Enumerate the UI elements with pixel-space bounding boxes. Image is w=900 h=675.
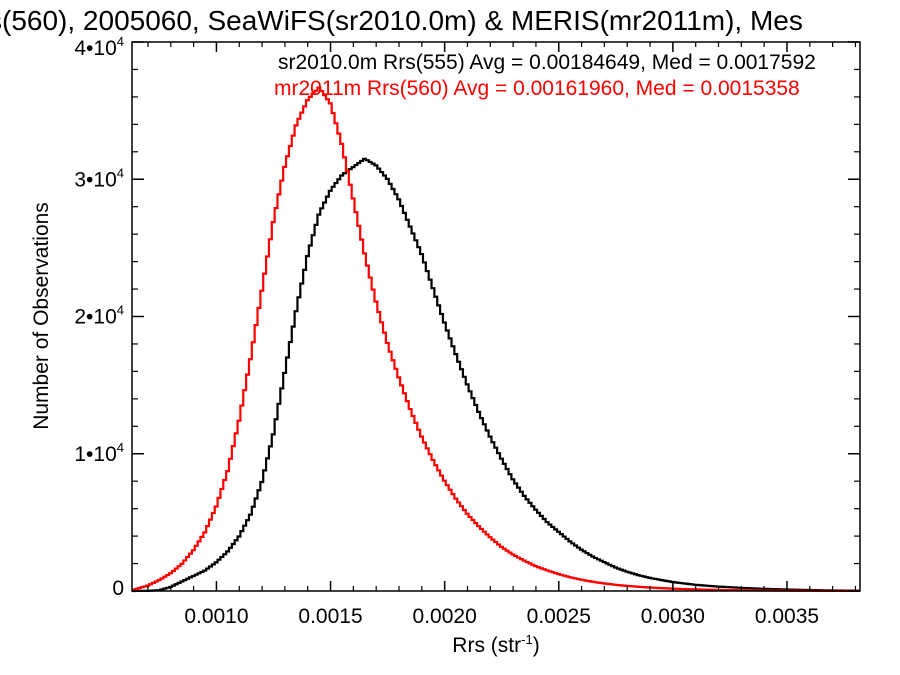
x-axis-label-superscript: -1 <box>521 632 533 647</box>
legend-entry-0: sr2010.0m Rrs(555) Avg = 0.00184649, Med… <box>278 51 816 74</box>
x-tick-label: 0.0030 <box>641 605 705 628</box>
chart-title: s(560), 2005060, SeaWiFS(sr2010.0m) & ME… <box>0 5 803 36</box>
y-axis-label: Number of Observations <box>30 202 53 430</box>
series-line-0 <box>132 157 861 593</box>
x-tick-label: 0.0020 <box>413 605 477 628</box>
y-tick-label: 1•104 <box>74 440 124 466</box>
x-axis-label-close: ) <box>533 634 540 657</box>
y-tick-label: 2•104 <box>74 303 124 329</box>
legend-entry-1: mr2011m Rrs(560) Avg = 0.00161960, Med =… <box>274 77 800 100</box>
x-tick-label: 0.0035 <box>755 605 819 628</box>
x-tick-label: 0.0025 <box>527 605 591 628</box>
y-tick-label: 0 <box>112 577 124 600</box>
y-tick-label: 4•104 <box>74 34 124 60</box>
series-layer <box>132 86 861 593</box>
legend: sr2010.0m Rrs(555) Avg = 0.00184649, Med… <box>274 51 816 100</box>
y-tick-label: 3•104 <box>74 165 124 191</box>
x-tick-label: 0.0015 <box>298 605 362 628</box>
series-line-1 <box>132 86 861 593</box>
ticks-layer: 0.0010 0.0015 0.0020 0.0025 0.0030 0.0035 0 1•1… <box>74 34 860 628</box>
x-tick-label: 0.0010 <box>184 605 248 628</box>
x-axis-label: Rrs (str-1) <box>452 632 539 657</box>
x-axis-label-main: Rrs (str <box>452 634 521 657</box>
